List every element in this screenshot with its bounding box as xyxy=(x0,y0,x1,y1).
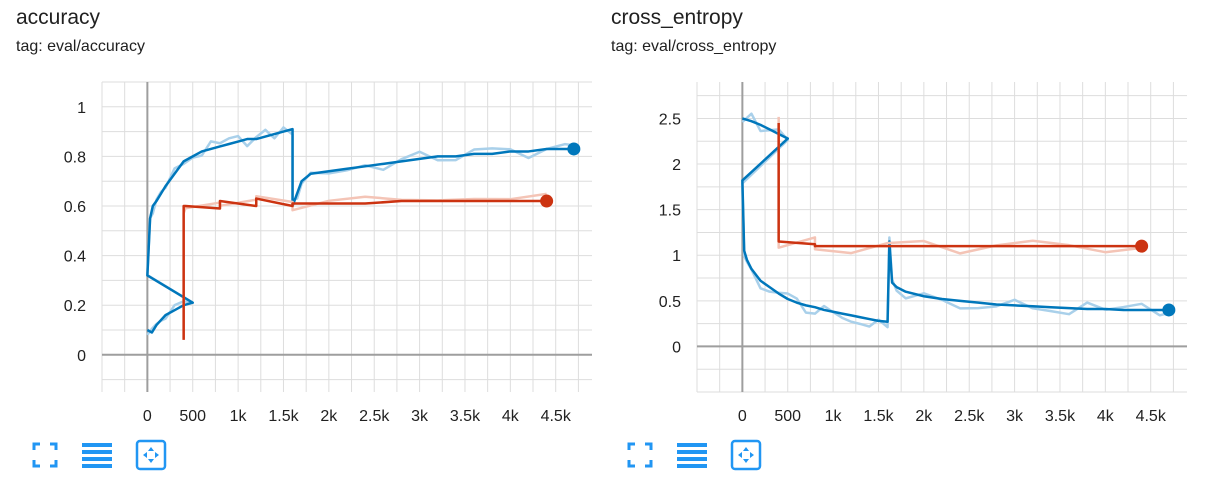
y-tick-label: 0 xyxy=(672,339,681,356)
y-tick-label: 0 xyxy=(77,348,86,365)
chart-tag: tag: eval/accuracy xyxy=(16,38,145,55)
accuracy-plot[interactable]: 0 500 1k 1.5k 2k 2.5k 3k 3.5k 4k 4.5k 0 0.2 0.4 0.6 0.… xyxy=(0,0,600,430)
cross-entropy-plot[interactable]: 0 500 1k 1.5k 2k 2.5k 3k 3.5k 4k 4.5k 0 0.5 1 1.5 2 2.5 xyxy=(595,0,1195,430)
series-line xyxy=(182,197,547,340)
y-tick-label: 0.4 xyxy=(64,249,86,266)
y-tick-label: 0.5 xyxy=(659,294,681,311)
series-raw-line xyxy=(741,112,1170,329)
x-tick-label: 500 xyxy=(774,408,801,425)
chart-title: cross_entropy xyxy=(611,6,743,29)
x-tick-label: 0 xyxy=(143,408,152,425)
x-tick-label: 3k xyxy=(1006,408,1024,425)
y-tick-label: 1.5 xyxy=(659,203,681,220)
x-tick-label: 500 xyxy=(179,408,206,425)
x-tick-label: 4k xyxy=(1097,408,1115,425)
x-tick-label: 3.5k xyxy=(1045,408,1076,425)
y-tick-label: 0.2 xyxy=(64,298,86,315)
fit-domain-icon[interactable] xyxy=(134,438,168,472)
y-tick-label: 2.5 xyxy=(659,111,681,128)
x-tick-label: 2k xyxy=(320,408,338,425)
x-tick-label: 1.5k xyxy=(268,408,299,425)
fullscreen-icon[interactable] xyxy=(28,438,62,472)
chart-tag: tag: eval/cross_entropy xyxy=(611,38,777,55)
x-tick-label: 1k xyxy=(825,408,843,425)
data-table-icon[interactable] xyxy=(675,438,709,472)
x-tick-label: 0 xyxy=(738,408,747,425)
x-tick-label: 2k xyxy=(915,408,933,425)
series-line xyxy=(146,127,574,334)
cross-entropy-card: cross_entropy tag: eval/cross_entropy 0 5… xyxy=(595,0,1195,495)
x-tick-label: 4.5k xyxy=(541,408,572,425)
data-table-icon[interactable] xyxy=(80,438,114,472)
series-end-marker xyxy=(1162,303,1176,317)
series-line xyxy=(777,123,1142,248)
series-end-marker xyxy=(567,142,581,156)
fullscreen-icon[interactable] xyxy=(623,438,657,472)
x-tick-label: 1.5k xyxy=(863,408,894,425)
x-tick-label: 4.5k xyxy=(1136,408,1167,425)
series-end-marker xyxy=(1135,239,1149,253)
accuracy-card: accuracy tag: eval/accuracy 0 500 1k 1.5k 2k… xyxy=(0,0,600,495)
y-tick-label: 0.6 xyxy=(64,199,86,216)
y-tick-label: 2 xyxy=(672,157,681,174)
x-tick-label: 2.5k xyxy=(954,408,985,425)
y-tick-label: 0.8 xyxy=(64,149,86,166)
x-tick-label: 2.5k xyxy=(359,408,390,425)
y-tick-label: 1 xyxy=(672,248,681,265)
y-tick-label: 1 xyxy=(77,100,86,117)
x-tick-label: 1k xyxy=(230,408,248,425)
series-end-marker xyxy=(540,194,554,208)
chart-title: accuracy xyxy=(16,6,101,29)
series-line xyxy=(741,117,1169,324)
x-tick-label: 3.5k xyxy=(450,408,481,425)
x-tick-label: 3k xyxy=(411,408,429,425)
fit-domain-icon[interactable] xyxy=(729,438,763,472)
x-tick-label: 4k xyxy=(502,408,520,425)
